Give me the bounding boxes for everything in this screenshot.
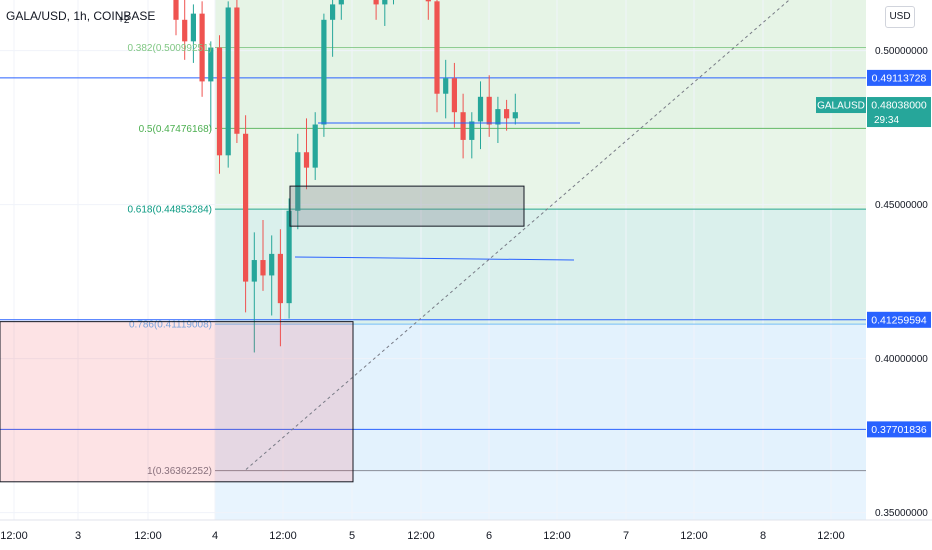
candle-body <box>469 121 475 140</box>
price-axis-tick: 0.50000000 <box>875 46 928 57</box>
fib-level-label: 0.382(0.50099251) <box>127 43 212 54</box>
candle-body <box>443 78 449 94</box>
fib-level-label: 0.618(0.44853284) <box>127 205 212 216</box>
price-level-tag <box>867 69 931 86</box>
symbol-title: GALA/USD, 1h, COINBASE <box>6 9 156 23</box>
symbol-tag <box>816 97 866 114</box>
time-axis-tick: 12:00 <box>134 530 162 542</box>
current-price-label: 0.48038000 <box>871 100 927 112</box>
time-axis-tick: 12:00 <box>407 530 435 542</box>
candle-body <box>251 260 257 282</box>
fib-zone <box>215 209 866 325</box>
fib-level-label: 1(0.36362252) <box>147 466 212 477</box>
price-level-label: 0.49113728 <box>872 72 927 84</box>
candle-body <box>338 0 344 5</box>
candle-body <box>425 0 431 2</box>
fib-zone <box>215 0 866 48</box>
time-axis-tick: 5 <box>349 530 355 542</box>
fib-level-label: 0.786(0.41119008) <box>129 320 212 331</box>
candle-body <box>495 109 501 125</box>
candle-body <box>303 152 310 168</box>
price-axis-tick: 0.35000000 <box>875 508 928 519</box>
candle-body <box>208 47 214 82</box>
fib-zone <box>215 47 866 129</box>
time-axis-tick: 12:00 <box>0 530 28 542</box>
candle-body <box>434 1 440 94</box>
demand-zone-box <box>289 185 525 227</box>
price-level-tag <box>867 421 931 438</box>
fib-zone <box>215 128 866 210</box>
time-axis-tick: 12:00 <box>817 530 845 542</box>
candle-body <box>286 210 292 304</box>
demand-zone-box <box>0 321 354 483</box>
candle-body <box>234 7 240 134</box>
currency-button[interactable]: USD <box>885 6 915 28</box>
trend-line <box>245 0 790 470</box>
candle-body <box>486 96 492 125</box>
fib-level-label: 0.5(0.47476168) <box>139 124 212 135</box>
candle-body <box>373 0 379 5</box>
candle-body <box>277 253 283 304</box>
candle-body <box>451 78 457 113</box>
time-axis-tick: 8 <box>760 530 766 542</box>
time-axis-tick: 12:00 <box>680 530 708 542</box>
candle-body <box>312 124 318 168</box>
signal-count: +2 <box>118 15 130 26</box>
candle-body <box>477 96 484 122</box>
price-level-label: 0.41259594 <box>871 314 927 326</box>
candle-body <box>225 7 231 156</box>
candle-body <box>504 109 510 119</box>
fib-zone <box>215 324 866 471</box>
time-axis-tick: 3 <box>75 530 81 542</box>
time-axis-tick: 12:00 <box>269 530 297 542</box>
candle-body <box>382 0 388 5</box>
fib-zone <box>215 470 866 520</box>
time-axis-tick: 6 <box>486 530 492 542</box>
time-axis-tick: 7 <box>623 530 629 542</box>
price-level-label: 0.37701836 <box>871 424 927 436</box>
candle-body <box>216 47 223 156</box>
candle-body <box>190 13 196 42</box>
time-axis-tick: 4 <box>212 530 218 542</box>
candle-body <box>243 133 249 282</box>
ray-line <box>294 256 575 261</box>
candle-body <box>295 152 301 211</box>
symbol-tag-label: GALAUSD <box>817 101 865 112</box>
candle-body <box>460 112 466 140</box>
candle-body <box>330 4 336 20</box>
candle-body <box>260 260 266 276</box>
price-axis-tick: 0.45000000 <box>875 200 928 211</box>
candle-body <box>199 13 205 82</box>
candle-body <box>182 19 188 42</box>
current-price-tag <box>867 97 931 128</box>
price-axis-bg <box>866 0 932 550</box>
time-axis-tick: 12:00 <box>543 530 571 542</box>
candle-body <box>173 0 179 20</box>
candle-body <box>512 112 518 119</box>
price-level-tag <box>867 311 931 328</box>
candle-body <box>321 19 327 125</box>
candle-countdown: 29:34 <box>874 115 899 126</box>
price-axis-tick: 0.40000000 <box>875 354 928 365</box>
candle-body <box>269 253 275 276</box>
